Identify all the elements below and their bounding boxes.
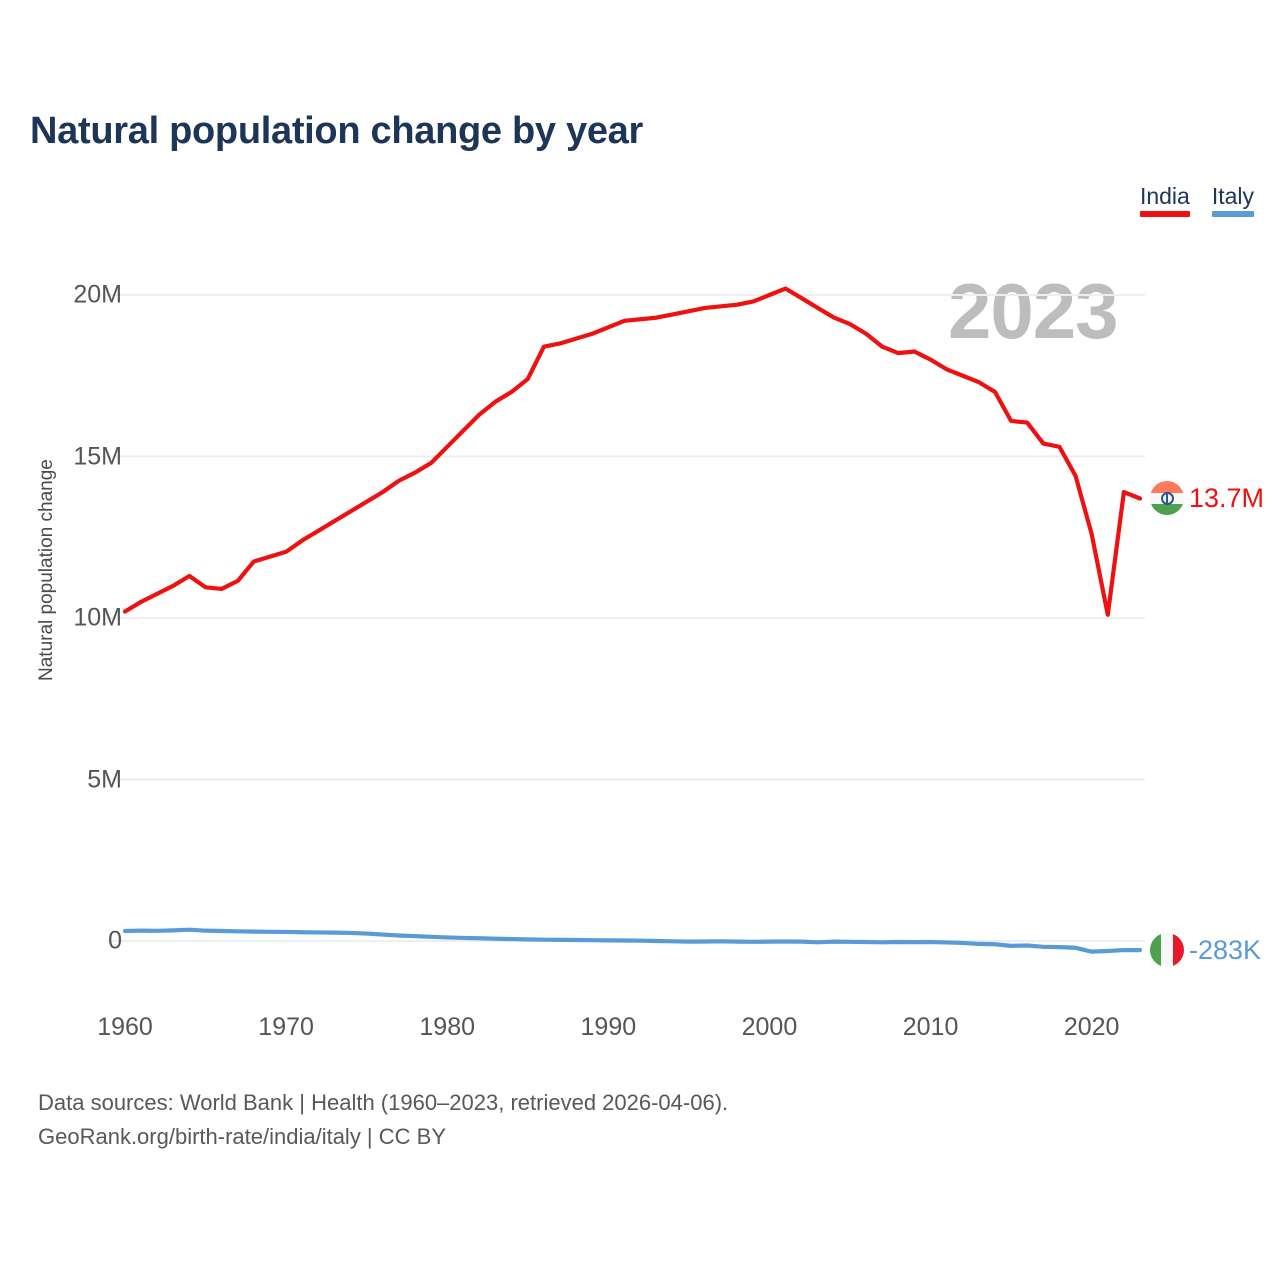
legend-label-italy: Italy <box>1211 183 1254 209</box>
y-axis-tick-label: 10M <box>73 603 122 632</box>
legend-item-italy[interactable]: Italy <box>1211 183 1254 218</box>
italy-flag-icon <box>1150 933 1184 968</box>
gridlines <box>107 294 1145 942</box>
end-label-india: 13.7M <box>1150 481 1265 516</box>
y-axis-tick-label: 15M <box>73 442 122 470</box>
series-lines <box>122 286 1143 954</box>
y-axis-title: Natural population change <box>36 459 57 681</box>
footer-credits: Data sources: World Bank | Health (1960–… <box>38 1086 728 1154</box>
legend-item-india[interactable]: India <box>1139 183 1190 218</box>
y-axis-tick-label: 20M <box>73 280 122 309</box>
x-axis-tick-label: 1970 <box>258 1013 314 1041</box>
footer-line-1: Data sources: World Bank | Health (1960–… <box>38 1090 729 1115</box>
line-series-italy <box>122 927 1143 954</box>
year-watermark: 2023 <box>948 267 1119 355</box>
footer-line-2: GeoRank.org/birth-rate/india/italy | CC … <box>38 1124 446 1150</box>
legend-color-swatch-italy <box>1211 211 1254 218</box>
x-axis-tick-label: 2020 <box>1063 1013 1120 1041</box>
india-flag-icon <box>1150 481 1184 516</box>
x-axis-tick-label: 1990 <box>580 1013 637 1041</box>
legend-color-swatch-india <box>1139 211 1190 218</box>
y-axis-tick-label: 0 <box>108 926 122 955</box>
x-axis-tick-label: 1960 <box>97 1013 153 1041</box>
y-axis-tick-label: 5M <box>87 765 122 793</box>
x-axis-tick-label: 2010 <box>902 1013 959 1041</box>
page-title: Natural population change by year <box>30 110 643 152</box>
end-label-italy: -283K <box>1150 933 1262 968</box>
line-series-india <box>122 286 1143 617</box>
end-value-india: 13.7M <box>1189 482 1265 513</box>
legend-label-india: India <box>1139 183 1190 209</box>
x-axis-tick-label: 1980 <box>419 1013 476 1041</box>
end-value-italy: -283K <box>1189 934 1262 965</box>
chart-legend: India Italy <box>1139 183 1254 218</box>
x-axis-tick-label: 2000 <box>741 1013 798 1041</box>
